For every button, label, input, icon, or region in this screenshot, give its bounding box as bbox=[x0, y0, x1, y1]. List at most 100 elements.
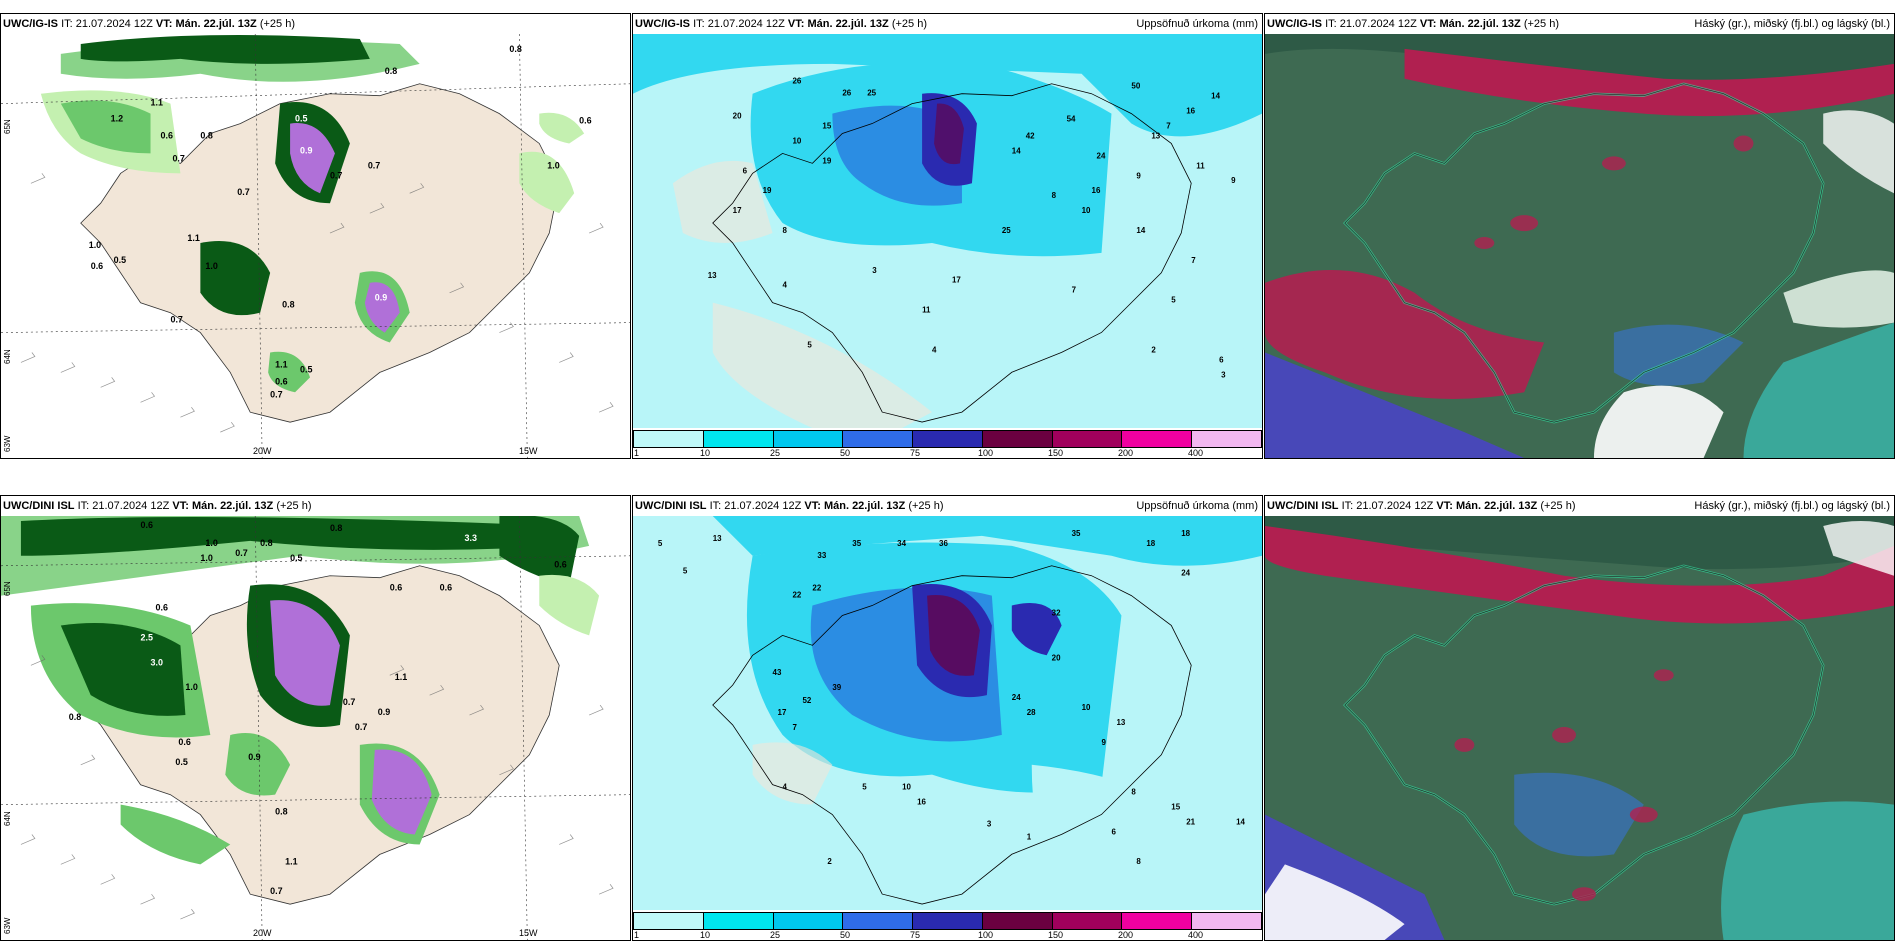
value-label: 5 bbox=[683, 567, 688, 576]
value-label: 3.3 bbox=[465, 533, 477, 543]
value-label: 0.8 bbox=[69, 712, 81, 722]
value-label: 0.7 bbox=[343, 697, 355, 707]
value-label: 1.0 bbox=[547, 160, 559, 170]
value-label: 16 bbox=[917, 798, 926, 807]
value-label: 13 bbox=[708, 271, 717, 280]
lat-label-64n: 64N bbox=[3, 811, 12, 826]
value-label: 0.5 bbox=[295, 114, 307, 124]
lon-label-15w: 15W bbox=[519, 928, 538, 938]
value-label: 6 bbox=[1219, 355, 1224, 364]
colorbar-labels: 1 10 25 50 75 100 150 200 400 bbox=[633, 448, 1262, 458]
value-label: 9 bbox=[1102, 738, 1107, 747]
value-label: 7 bbox=[1191, 256, 1196, 265]
colorbar-tick: 200 bbox=[1118, 930, 1134, 940]
value-label: 16 bbox=[1092, 186, 1101, 195]
lead-time: (+25 h) bbox=[891, 18, 927, 30]
lat-label-65n: 65N bbox=[3, 119, 12, 134]
value-label: 14 bbox=[1211, 92, 1220, 101]
colorbar-swatch bbox=[1122, 913, 1193, 929]
value-label: 13 bbox=[1151, 131, 1160, 140]
colorbar-tick: 25 bbox=[770, 448, 781, 458]
value-label: 20 bbox=[733, 112, 742, 121]
colorbar-tick: 100 bbox=[978, 930, 994, 940]
colorbar-swatch bbox=[843, 431, 914, 447]
panel-header: UWC/IG-IS IT: 21.07.2024 12Z VT: Mán. 22… bbox=[633, 14, 1262, 34]
value-label: 0.5 bbox=[300, 364, 312, 374]
map-area bbox=[1265, 34, 1894, 458]
colorbar-swatch bbox=[1122, 431, 1193, 447]
map-svg: 0.8 0.8 0.6 0.5 1.1 0.6 1.0 0.7 0.7 0.7 … bbox=[1, 34, 630, 458]
it-label: IT: bbox=[693, 18, 705, 30]
value-label: 22 bbox=[812, 584, 821, 593]
value-label: 1.1 bbox=[275, 359, 287, 369]
map-svg bbox=[1265, 516, 1894, 940]
colorbar-tick: 10 bbox=[700, 930, 711, 940]
value-label: 17 bbox=[778, 708, 787, 717]
colorbar-tick: 50 bbox=[840, 448, 851, 458]
value-label: 0.7 bbox=[270, 886, 282, 896]
panel-dini-clouds: UWC/DINI ISL IT: 21.07.2024 12Z VT: Mán.… bbox=[1264, 495, 1895, 941]
value-label: 1.1 bbox=[285, 856, 297, 866]
model-name: UWC/DINI ISL bbox=[635, 500, 707, 512]
vt-value: Mán. 22.júl. 13Z bbox=[175, 18, 257, 30]
colorbar-swatch bbox=[982, 913, 1053, 929]
value-label: 3 bbox=[987, 819, 992, 828]
value-label: 0.7 bbox=[237, 187, 249, 197]
colorbar-tick: 10 bbox=[700, 448, 711, 458]
value-label: 0.6 bbox=[440, 583, 452, 593]
panel-title-right: Uppsöfnuð úrkoma (mm) bbox=[1136, 500, 1258, 512]
map-area: 0.6 1.0 0.8 0.6 0.5 0.8 3.3 0.6 0.6 1.0 … bbox=[1, 516, 630, 940]
value-label: 10 bbox=[792, 136, 801, 145]
value-label: 36 bbox=[939, 539, 948, 548]
value-label: 0.8 bbox=[275, 807, 287, 817]
lon-label-20w: 20W bbox=[253, 446, 272, 456]
value-label: 22 bbox=[792, 591, 801, 600]
value-label: 0.6 bbox=[178, 737, 190, 747]
value-label: 0.6 bbox=[579, 116, 591, 126]
panel-header: UWC/DINI ISL IT: 21.07.2024 12Z VT: Mán.… bbox=[633, 496, 1262, 516]
value-label: 9 bbox=[1231, 176, 1236, 185]
colorbar-swatch bbox=[634, 913, 704, 929]
value-label: 14 bbox=[1236, 817, 1245, 826]
vt-label: VT: bbox=[804, 500, 821, 512]
it-value: 21.07.2024 12Z bbox=[1339, 18, 1417, 30]
value-label: 0.7 bbox=[170, 315, 182, 325]
value-label: 0.6 bbox=[390, 583, 402, 593]
value-label: 1.2 bbox=[111, 114, 123, 124]
model-name: UWC/IG-IS bbox=[635, 18, 690, 30]
value-label: 15 bbox=[822, 122, 831, 131]
value-label: 1.1 bbox=[187, 233, 199, 243]
colorbar-tick: 25 bbox=[770, 930, 781, 940]
value-label: 10 bbox=[1082, 206, 1091, 215]
map-svg: 0.6 1.0 0.8 0.6 0.5 0.8 3.3 0.6 0.6 1.0 … bbox=[1, 516, 630, 940]
value-label: 19 bbox=[763, 186, 772, 195]
value-label: 11 bbox=[922, 306, 931, 315]
value-label: 54 bbox=[1067, 115, 1076, 124]
value-label: 26 bbox=[792, 77, 801, 86]
value-label: 14 bbox=[1012, 146, 1021, 155]
value-label: 35 bbox=[1072, 529, 1081, 538]
lead-time: (+25 h) bbox=[1540, 500, 1576, 512]
colorbar-tick: 150 bbox=[1048, 930, 1064, 940]
lat-label-64n: 64N bbox=[3, 349, 12, 364]
it-value: 21.07.2024 12Z bbox=[75, 18, 153, 30]
value-label: 0.8 bbox=[260, 538, 272, 548]
value-label: 4 bbox=[783, 783, 788, 792]
panel-title-right: Háský (gr.), miðský (fj.bl.) og lágský (… bbox=[1694, 500, 1890, 512]
value-label: 0.8 bbox=[200, 131, 212, 141]
value-label: 2.5 bbox=[141, 632, 153, 642]
value-label: 1.0 bbox=[185, 682, 197, 692]
colorbar-swatch bbox=[773, 913, 844, 929]
panel-igis-precip: UWC/IG-IS IT: 21.07.2024 12Z VT: Mán. 22… bbox=[632, 13, 1263, 459]
lat-label-65n: 65N bbox=[3, 581, 12, 596]
value-label: 0.6 bbox=[156, 603, 168, 613]
lon-label-15w: 15W bbox=[519, 446, 538, 456]
value-label: 24 bbox=[1097, 151, 1106, 160]
value-label: 1.1 bbox=[395, 672, 407, 682]
panel-title-right: Háský (gr.), miðský (fj.bl.) og lágský (… bbox=[1694, 18, 1890, 30]
value-label: 1.0 bbox=[205, 261, 217, 271]
colorbar-tick: 75 bbox=[910, 448, 921, 458]
it-value: 21.07.2024 12Z bbox=[1356, 500, 1434, 512]
lead-time: (+25 h) bbox=[259, 18, 295, 30]
panel-header: UWC/DINI ISL IT: 21.07.2024 12Z VT: Mán.… bbox=[1265, 496, 1894, 516]
